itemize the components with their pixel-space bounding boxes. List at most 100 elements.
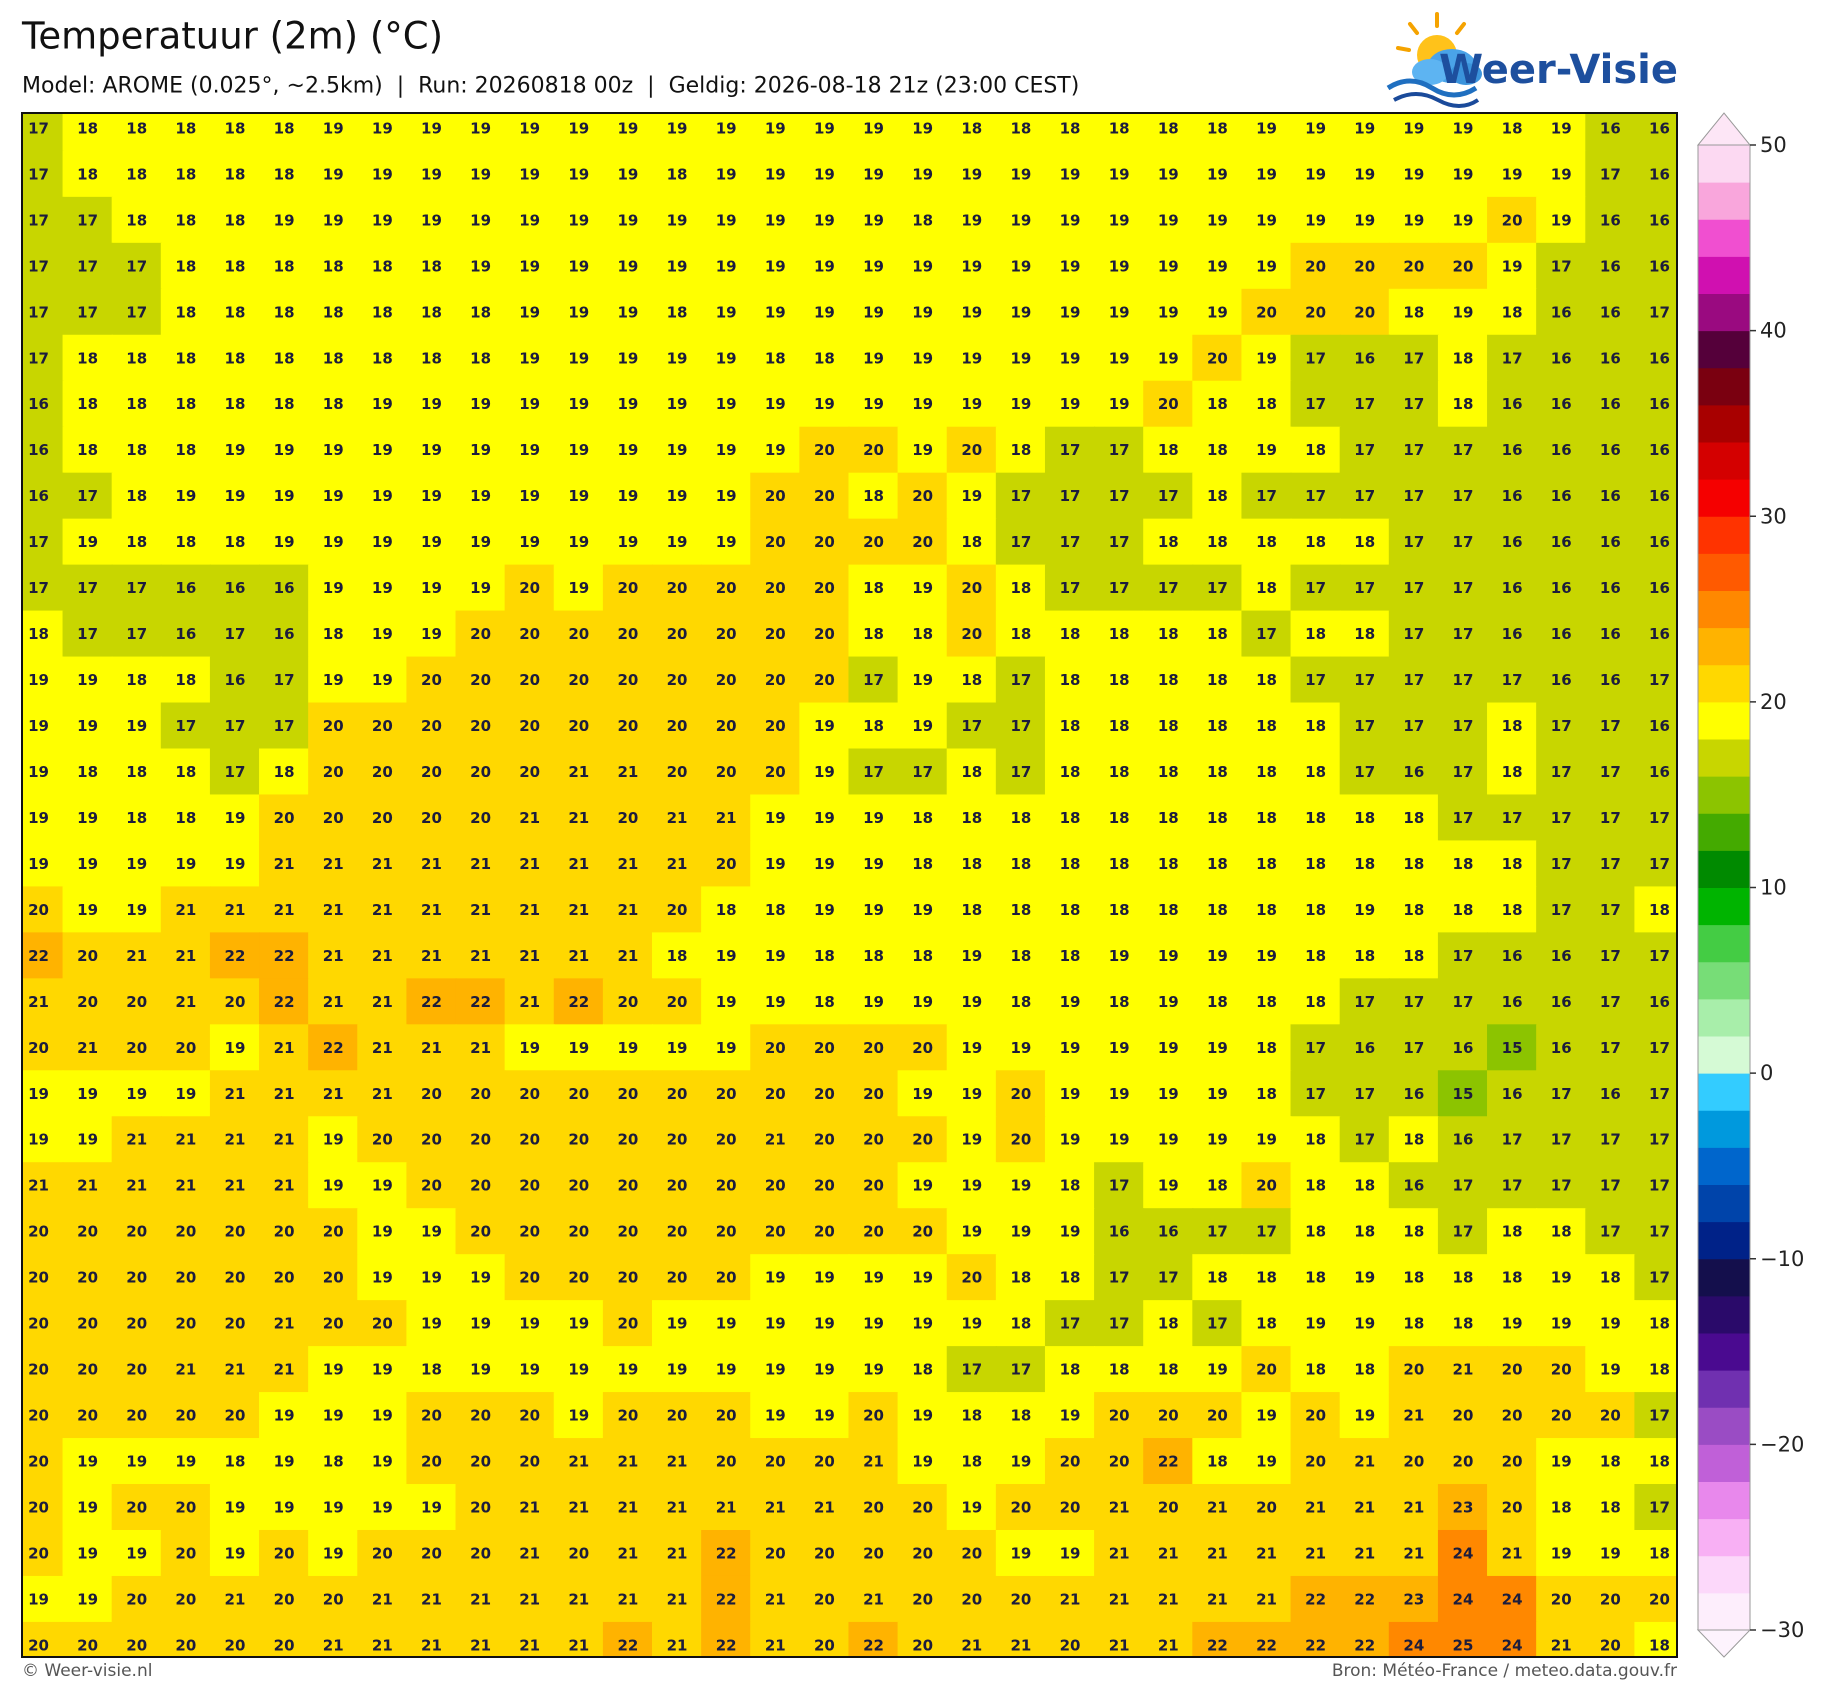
temperature-label: 18 <box>1305 533 1326 551</box>
temperature-cell <box>1192 426 1243 474</box>
temperature-label: 19 <box>1453 303 1474 321</box>
temperature-label: 21 <box>470 901 491 919</box>
temperature-label: 21 <box>618 855 639 873</box>
temperature-cell <box>995 150 1046 198</box>
temperature-label: 18 <box>961 533 982 551</box>
temperature-label: 20 <box>814 1223 835 1241</box>
temperature-label: 18 <box>1403 855 1424 873</box>
temperature-cell <box>160 656 211 704</box>
temperature-cell <box>209 380 261 428</box>
temperature-cell <box>308 1346 359 1394</box>
temperature-label: 18 <box>1109 625 1130 643</box>
temperature-label: 20 <box>765 1223 786 1241</box>
temperature-cell <box>308 1208 359 1256</box>
temperature-label: 22 <box>1158 1453 1179 1471</box>
temperature-label: 18 <box>1453 349 1474 367</box>
temperature-cell <box>1388 1162 1439 1210</box>
temperature-cell <box>750 334 801 382</box>
temperature-label: 21 <box>274 1085 295 1103</box>
temperature-cell <box>1339 1070 1390 1118</box>
temperature-label: 17 <box>1010 1361 1031 1379</box>
temperature-cell <box>1241 472 1292 520</box>
temperature-cell <box>1143 472 1194 520</box>
temperature-cell <box>111 610 162 658</box>
temperature-label: 19 <box>863 119 884 137</box>
temperature-label: 18 <box>1158 717 1179 735</box>
temperature-label: 19 <box>961 395 982 413</box>
temperature-cell <box>750 242 801 290</box>
colorbar-band <box>1698 1555 1750 1594</box>
temperature-cell <box>1094 1208 1145 1256</box>
temperature-cell <box>1241 150 1292 198</box>
temperature-cell <box>1437 518 1489 566</box>
temperature-label: 17 <box>1453 1223 1474 1241</box>
temperature-label: 17 <box>1109 441 1130 459</box>
temperature-cell <box>111 1162 162 1210</box>
temperature-cell <box>357 1116 408 1164</box>
temperature-label: 20 <box>77 1407 98 1425</box>
temperature-label: 19 <box>1109 165 1130 183</box>
temperature-label: 20 <box>470 625 491 643</box>
temperature-cell <box>848 288 899 336</box>
temperature-cell <box>897 1300 948 1348</box>
temperature-label: 18 <box>77 119 98 137</box>
temperature-label: 20 <box>1109 1453 1130 1471</box>
temperature-label: 19 <box>1060 257 1081 275</box>
temperature-label: 17 <box>1354 487 1375 505</box>
temperature-label: 24 <box>1453 1544 1474 1562</box>
temperature-label: 19 <box>912 349 933 367</box>
temperature-cell <box>1143 1162 1194 1210</box>
temperature-cell <box>1437 656 1489 704</box>
temperature-cell <box>652 1162 703 1210</box>
temperature-label: 19 <box>667 257 688 275</box>
temperature-label: 17 <box>1453 487 1474 505</box>
temperature-label: 19 <box>225 487 246 505</box>
temperature-label: 20 <box>1305 1407 1326 1425</box>
temperature-cell <box>1044 288 1096 336</box>
temperature-cell <box>160 794 211 842</box>
temperature-cell <box>1339 113 1390 152</box>
temperature-label: 19 <box>814 901 835 919</box>
temperature-label: 19 <box>1207 211 1228 229</box>
temperature-label: 19 <box>961 1131 982 1149</box>
temperature-label: 20 <box>274 1636 295 1654</box>
temperature-cell <box>1241 334 1292 382</box>
temperature-label: 17 <box>1600 1039 1621 1057</box>
temperature-cell <box>1536 1024 1587 1072</box>
temperature-label: 18 <box>1453 1269 1474 1287</box>
temperature-label: 19 <box>667 349 688 367</box>
temperature-cell <box>1634 702 1677 750</box>
temperature-cell <box>22 380 64 428</box>
temperature-cell <box>504 1346 555 1394</box>
temperature-label: 16 <box>1551 579 1572 597</box>
temperature-label: 19 <box>1551 211 1572 229</box>
temperature-cell <box>22 426 64 474</box>
temperature-label: 19 <box>863 1361 884 1379</box>
temperature-label: 17 <box>1158 487 1179 505</box>
temperature-cell <box>504 518 555 566</box>
temperature-label: 19 <box>961 349 982 367</box>
temperature-label: 19 <box>470 211 491 229</box>
temperature-cell <box>799 472 850 520</box>
temperature-cell <box>799 702 850 750</box>
temperature-cell <box>1437 426 1489 474</box>
temperature-label: 19 <box>77 901 98 919</box>
temperature-label: 20 <box>126 1269 147 1287</box>
temperature-label: 17 <box>1649 1131 1670 1149</box>
temperature-cell <box>160 840 211 888</box>
temperature-label: 16 <box>1502 579 1523 597</box>
temperature-cell <box>701 794 752 842</box>
temperature-label: 20 <box>765 1039 786 1057</box>
temperature-label: 18 <box>716 901 737 919</box>
temperature-label: 18 <box>1256 1039 1277 1057</box>
temperature-cell <box>652 748 703 796</box>
temperature-cell <box>897 794 948 842</box>
temperature-label: 18 <box>225 1453 246 1471</box>
temperature-label: 18 <box>1600 1269 1621 1287</box>
temperature-cell <box>1094 334 1145 382</box>
temperature-cell <box>1044 1346 1096 1394</box>
temperature-label: 21 <box>1207 1544 1228 1562</box>
temperature-label: 19 <box>519 349 540 367</box>
temperature-label: 22 <box>1305 1636 1326 1654</box>
